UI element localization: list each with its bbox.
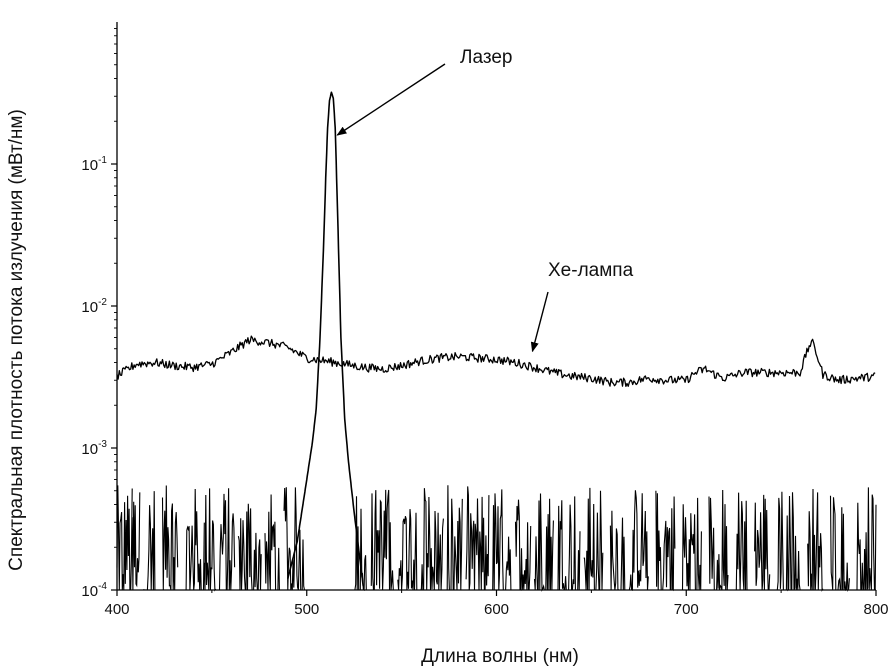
y-tick-label: 10-4 bbox=[81, 581, 107, 600]
x-tick-label-400: 400 bbox=[104, 601, 129, 618]
x-tick-label-500: 500 bbox=[294, 601, 319, 618]
annotations: Лазер Хе-лампа bbox=[336, 47, 634, 353]
annotation-arrow bbox=[530, 291, 549, 353]
annotation-label: Хе-лампа bbox=[548, 260, 634, 281]
x-axis-title: Длина волны (нм) bbox=[421, 646, 579, 667]
x-tick-label-700: 700 bbox=[674, 601, 699, 618]
y-axis-title: Спектральная плотность потока излучения … bbox=[6, 109, 27, 571]
tick-marks bbox=[111, 28, 877, 596]
series-xe_lamp bbox=[116, 335, 876, 388]
noise-floor-trace bbox=[116, 485, 877, 592]
tick-labels: 400 500 600 700 800 10-4 10-3 10-2 10-1 bbox=[81, 155, 888, 618]
y-tick-label: 10-2 bbox=[81, 297, 107, 316]
annotation-arrow bbox=[336, 63, 446, 136]
y-tick-label: 10-3 bbox=[81, 439, 107, 458]
y-tick-label: 10-1 bbox=[81, 155, 107, 174]
series-laser bbox=[287, 91, 364, 587]
axes bbox=[116, 22, 876, 591]
x-tick-label-800: 800 bbox=[863, 601, 888, 618]
noise-floor bbox=[116, 485, 877, 592]
annotation-label: Лазер bbox=[460, 47, 512, 68]
series-lines bbox=[116, 91, 876, 587]
x-tick-label-600: 600 bbox=[484, 601, 509, 618]
